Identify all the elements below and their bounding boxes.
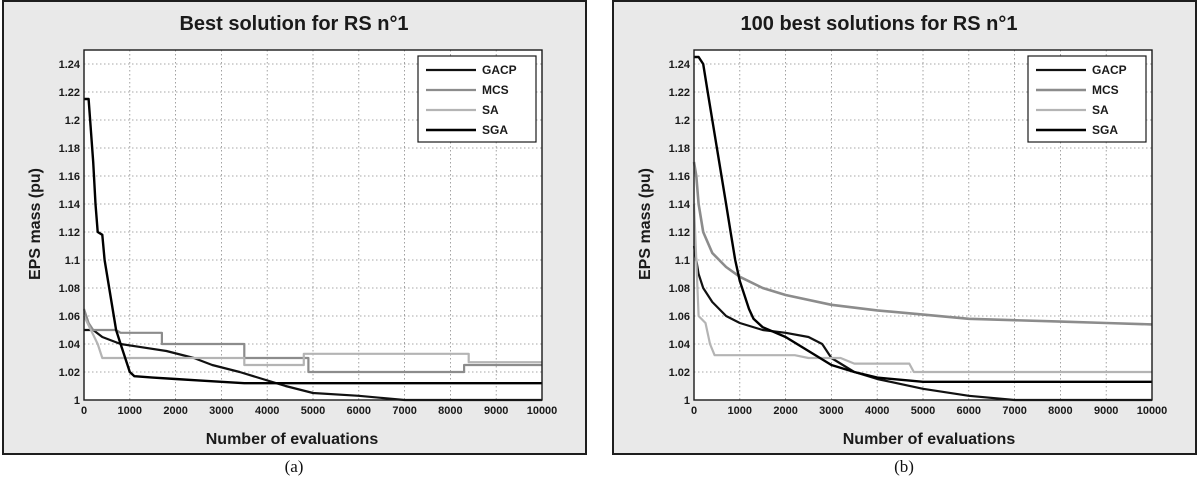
- x-tick-label: 9000: [484, 405, 508, 417]
- chart-title: Best solution for RS n°1: [179, 13, 408, 35]
- y-axis-label: EPS mass (pu): [637, 168, 654, 280]
- y-tick-label: 1.22: [59, 87, 80, 99]
- y-tick-label: 1.02: [59, 367, 80, 379]
- caption-a: (a): [284, 457, 304, 476]
- legend-box: [417, 55, 537, 143]
- y-tick-label: 1.24: [669, 59, 691, 71]
- x-tick-label: 4000: [865, 405, 889, 417]
- x-tick-label: 2000: [163, 405, 187, 417]
- legend-label-sga: SGA: [482, 123, 508, 137]
- y-tick-label: 1.04: [669, 339, 691, 351]
- y-tick-label: 1.18: [59, 143, 80, 155]
- x-axis-label: Number of evaluations: [206, 431, 379, 448]
- legend-label-gacp: GACP: [482, 63, 517, 77]
- series-line-sa: [83, 315, 542, 367]
- y-tick-label: 1: [74, 395, 80, 407]
- y-tick-label: 1.16: [669, 171, 690, 183]
- x-axis-label: Number of evaluations: [843, 431, 1016, 448]
- y-tick-label: 1.18: [669, 143, 690, 155]
- series-line-sga: [694, 55, 1152, 383]
- legend-box: [1027, 55, 1147, 143]
- y-tick-label: 1.14: [669, 199, 691, 211]
- chart-panel-b: 100 best solutions for RS n°1 Number of …: [612, 0, 1197, 455]
- x-tick-label: 1000: [728, 405, 752, 417]
- y-tick-label: 1: [684, 395, 690, 407]
- y-tick-label: 1.02: [669, 367, 690, 379]
- series-line-sga: [84, 97, 542, 385]
- x-tick-label: 0: [691, 405, 697, 417]
- chart-a: Best solution for RS n°1 Number of evalu…: [27, 13, 558, 448]
- x-tick-label: 1000: [118, 405, 142, 417]
- x-tick-label: 7000: [1002, 405, 1026, 417]
- y-tick-label: 1.12: [59, 227, 80, 239]
- y-tick-label: 1.12: [669, 227, 690, 239]
- x-tick-label: 5000: [911, 405, 935, 417]
- x-tick-label: 8000: [438, 405, 462, 417]
- chart-title: 100 best solutions for RS n°1: [741, 13, 1018, 35]
- legend-label-sga: SGA: [1092, 123, 1118, 137]
- y-tick-label: 1.1: [65, 255, 80, 267]
- legend-label-mcs: MCS: [482, 83, 509, 97]
- series-line-sa: [692, 203, 1152, 374]
- y-tick-label: 1.04: [59, 339, 81, 351]
- legend-label-sa: SA: [1092, 103, 1109, 117]
- x-tick-label: 10000: [1137, 405, 1168, 417]
- x-tick-label: 10000: [527, 405, 558, 417]
- x-tick-label: 9000: [1094, 405, 1118, 417]
- x-tick-label: 6000: [347, 405, 371, 417]
- y-tick-label: 1.2: [65, 115, 80, 127]
- y-tick-label: 1.06: [59, 311, 80, 323]
- legend-label-sa: SA: [482, 103, 499, 117]
- x-tick-label: 3000: [819, 405, 843, 417]
- x-tick-label: 0: [81, 405, 87, 417]
- x-tick-label: 5000: [301, 405, 325, 417]
- legend-label-mcs: MCS: [1092, 83, 1119, 97]
- y-tick-label: 1.08: [669, 283, 690, 295]
- series-line-gacp: [84, 328, 542, 402]
- y-tick-label: 1.08: [59, 283, 80, 295]
- y-tick-label: 1.06: [669, 311, 690, 323]
- x-tick-label: 3000: [209, 405, 233, 417]
- y-tick-label: 1.14: [59, 199, 81, 211]
- chart-panel-a: Best solution for RS n°1 Number of evalu…: [2, 0, 587, 455]
- legend-label-gacp: GACP: [1092, 63, 1127, 77]
- series-line-mcs: [692, 161, 1153, 326]
- x-tick-label: 4000: [255, 405, 279, 417]
- y-tick-label: 1.16: [59, 171, 80, 183]
- chart-b: 100 best solutions for RS n°1 Number of …: [637, 13, 1168, 448]
- axes-frame: [693, 49, 1153, 401]
- axes-frame: [83, 49, 543, 401]
- y-tick-label: 1.2: [675, 115, 690, 127]
- x-tick-label: 8000: [1048, 405, 1072, 417]
- y-tick-label: 1.1: [675, 255, 690, 267]
- y-axis-label: EPS mass (pu): [27, 168, 44, 280]
- caption-b: (b): [894, 457, 914, 476]
- x-tick-label: 6000: [957, 405, 981, 417]
- y-tick-label: 1.24: [59, 59, 81, 71]
- x-tick-label: 2000: [773, 405, 797, 417]
- series-line-mcs: [82, 308, 542, 374]
- x-tick-label: 7000: [392, 405, 416, 417]
- y-tick-label: 1.22: [669, 87, 690, 99]
- series-line-gacp: [692, 245, 1152, 402]
